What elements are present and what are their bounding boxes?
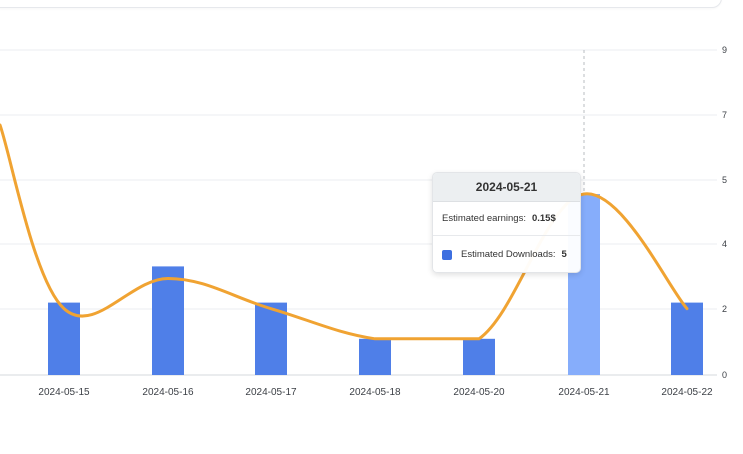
- tooltip-earnings-value: 0.15$: [531, 213, 556, 224]
- bar-2024-05-20[interactable]: [463, 338, 495, 375]
- y-tick-2: 2: [722, 304, 727, 314]
- tooltip-downloads-row: Estimated Downloads: 5: [433, 236, 580, 272]
- earnings-line: [0, 123, 689, 341]
- bar-2024-05-22[interactable]: [671, 302, 703, 375]
- bar-2024-05-18[interactable]: [359, 338, 391, 375]
- x-tick-2024-05-21: 2024-05-21: [558, 387, 610, 398]
- y-tick-9: 9: [722, 45, 727, 55]
- tooltip-title: 2024-05-21: [433, 173, 580, 202]
- y-tick-7: 7: [722, 110, 727, 120]
- x-tick-2024-05-22: 2024-05-22: [661, 387, 713, 398]
- bar-2024-05-15[interactable]: [48, 302, 80, 375]
- x-axis-ticks: 2024-05-15 2024-05-16 2024-05-17 2024-05-18…: [38, 387, 713, 398]
- y-tick-0: 0: [722, 370, 727, 380]
- tooltip-earnings-row: Estimated earnings: 0.15$: [433, 202, 580, 236]
- y-tick-5: 5: [722, 175, 727, 185]
- tooltip-earnings-label: Estimated earnings:: [442, 213, 526, 224]
- bar-2024-05-17[interactable]: [255, 302, 287, 375]
- y-tick-4: 4: [722, 239, 727, 249]
- x-tick-2024-05-15: 2024-05-15: [38, 387, 90, 398]
- x-tick-2024-05-20: 2024-05-20: [453, 387, 505, 398]
- chart-tooltip: 2024-05-21 Estimated earnings: 0.15$ Est…: [432, 172, 581, 273]
- tooltip-downloads-label: Estimated Downloads:: [461, 249, 556, 260]
- tooltip-downloads-value: 5: [561, 249, 567, 260]
- downloads-legend-swatch: [442, 249, 452, 260]
- grid-lines: [0, 49, 717, 310]
- y-axis-ticks: 0 2 4 5 7 9: [722, 45, 727, 380]
- x-tick-2024-05-17: 2024-05-17: [245, 387, 297, 398]
- bar-2024-05-16[interactable]: [152, 266, 184, 375]
- x-tick-2024-05-18: 2024-05-18: [349, 387, 401, 398]
- x-tick-2024-05-16: 2024-05-16: [142, 387, 194, 398]
